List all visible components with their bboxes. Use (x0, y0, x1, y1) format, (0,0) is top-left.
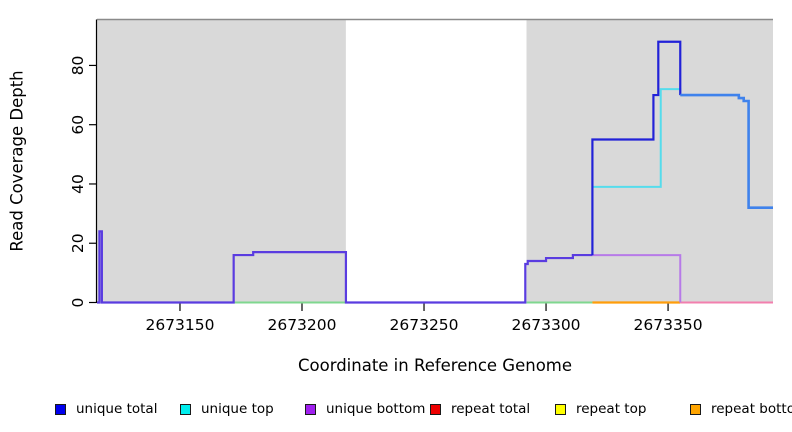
legend-swatch (430, 403, 441, 415)
legend-item-repeat-top: repeat top (555, 399, 646, 419)
y-axis-title: Read Coverage Depth (7, 70, 27, 252)
legend-item-label: unique top (201, 401, 274, 417)
legend-swatch (180, 403, 191, 415)
legend-item-unique-bottom: unique bottom (305, 399, 425, 419)
series-line-unique-total-blue (591, 40, 682, 256)
y-tick-label: 40 (69, 174, 87, 194)
right-gray-region (526, 19, 773, 303)
legend-item-label: unique total (76, 401, 158, 417)
series-line-unique-total-skyblue (680, 93, 773, 209)
plot-canvas: 0 20 40 60 80 2673150 2673200 2673250 2673300 267… (69, 18, 773, 334)
legend-item-repeat-bottom: repeat bottom (690, 399, 792, 419)
x-tick-label: 2673250 (390, 316, 459, 334)
x-axis-title: Coordinate in Reference Genome (297, 356, 573, 375)
y-tick-label: 0 (69, 298, 87, 308)
legend: unique total unique top unique bottom repea… (0, 399, 792, 423)
legend-item-label: unique bottom (326, 401, 426, 417)
legend-item-unique-top: unique top (180, 399, 274, 419)
left-gray-region (97, 19, 346, 303)
legend-item-unique-total: unique total (55, 399, 157, 419)
legend-item-label: repeat top (576, 401, 647, 417)
x-tick-label: 2673150 (145, 316, 214, 334)
series-line-unique-total-violet (97, 230, 593, 304)
legend-swatch (305, 403, 316, 415)
white-region (345, 19, 527, 303)
legend-item-repeat-total: repeat total (430, 399, 530, 419)
legend-swatch (690, 403, 701, 415)
legend-item-label: repeat total (451, 401, 531, 417)
y-tick-label: 20 (69, 233, 87, 253)
legend-swatch (55, 403, 66, 415)
series-line-unique-bottom-line (592, 254, 682, 303)
y-tick-label: 60 (69, 115, 87, 135)
x-tick-label: 2673300 (512, 316, 581, 334)
y-tick-label: 80 (69, 56, 87, 76)
legend-swatch (555, 403, 566, 415)
x-tick-label: 2673350 (634, 316, 703, 334)
legend-item-label: repeat bottom (711, 401, 792, 417)
x-tick-label: 2673200 (267, 316, 336, 334)
